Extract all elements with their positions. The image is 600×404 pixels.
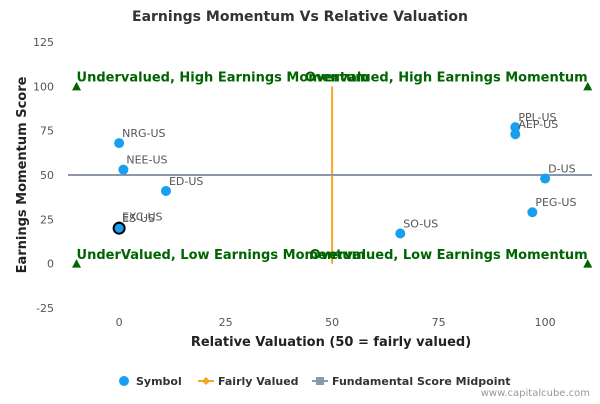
data-point <box>395 228 406 239</box>
data-point <box>540 173 551 184</box>
y-tick-label: 0 <box>47 258 54 271</box>
point-label: PEG-US <box>535 196 576 209</box>
quadrant-label: UnderValued, Low Earnings Momentum <box>77 248 366 263</box>
chart-title: Earnings Momentum Vs Relative Valuation <box>132 9 468 25</box>
y-tick-label: 100 <box>33 80 54 93</box>
y-axis-ticks: -25 0 25 50 75 100 125 <box>33 36 54 315</box>
x-tick-label: 75 <box>432 316 446 329</box>
legend-fairly-valued-marker <box>202 377 210 385</box>
point-label: SO-US <box>403 218 438 231</box>
legend-label: Fundamental Score Midpoint <box>332 375 511 388</box>
quadrant-triangles <box>72 81 593 268</box>
x-axis-ticks: 0 25 50 75 100 <box>116 316 556 329</box>
data-point <box>112 221 126 235</box>
point-label: ES-US <box>122 212 155 225</box>
reference-lines <box>68 86 592 264</box>
quadrant-label: Overvalued, High Earnings Momentum <box>305 70 588 85</box>
x-tick-label: 50 <box>325 316 339 329</box>
point-label: PPL-US <box>518 111 556 124</box>
data-point <box>160 185 171 196</box>
credit-text: www.capitalcube.com <box>481 388 590 399</box>
legend-midpoint-marker <box>316 377 324 385</box>
legend: Symbol Fairly Valued Fundamental Score Mid… <box>119 375 511 388</box>
data-point <box>510 122 521 133</box>
y-tick-label: 75 <box>40 125 54 138</box>
point-label: AEP-US <box>518 118 558 131</box>
legend-label: Fairly Valued <box>218 375 299 388</box>
x-tick-label: 0 <box>116 316 123 329</box>
point-label: EXC-US <box>122 210 162 223</box>
point-label: NEE-US <box>126 154 167 167</box>
triangle-marker <box>583 259 593 268</box>
data-points <box>112 122 551 239</box>
point-label: ED-US <box>169 175 203 188</box>
y-tick-label: -25 <box>36 302 54 315</box>
y-tick-label: 25 <box>40 213 54 226</box>
point-label: D-US <box>548 163 575 176</box>
triangle-marker <box>72 81 82 91</box>
data-point <box>510 129 521 140</box>
quadrant-label: Undervalued, High Earnings Momentum <box>77 70 369 85</box>
y-tick-label: 125 <box>33 36 54 49</box>
legend-symbol-marker <box>119 376 129 386</box>
data-point <box>114 138 125 149</box>
x-tick-label: 25 <box>219 316 233 329</box>
quadrant-labels: Undervalued, High Earnings MomentumOverv… <box>77 70 588 262</box>
data-point <box>118 164 129 175</box>
y-tick-label: 50 <box>40 169 54 182</box>
triangle-marker <box>72 259 82 268</box>
x-axis-title: Relative Valuation (50 = fairly valued) <box>191 335 471 350</box>
y-axis-title: Earnings Momentum Score <box>15 76 30 273</box>
quadrant-label: Overvalued, Low Earnings Momentum <box>310 248 588 263</box>
triangle-marker <box>583 81 593 91</box>
data-point <box>527 207 538 218</box>
x-tick-label: 100 <box>535 316 556 329</box>
legend-label: Symbol <box>136 375 182 388</box>
point-label: NRG-US <box>122 127 165 140</box>
